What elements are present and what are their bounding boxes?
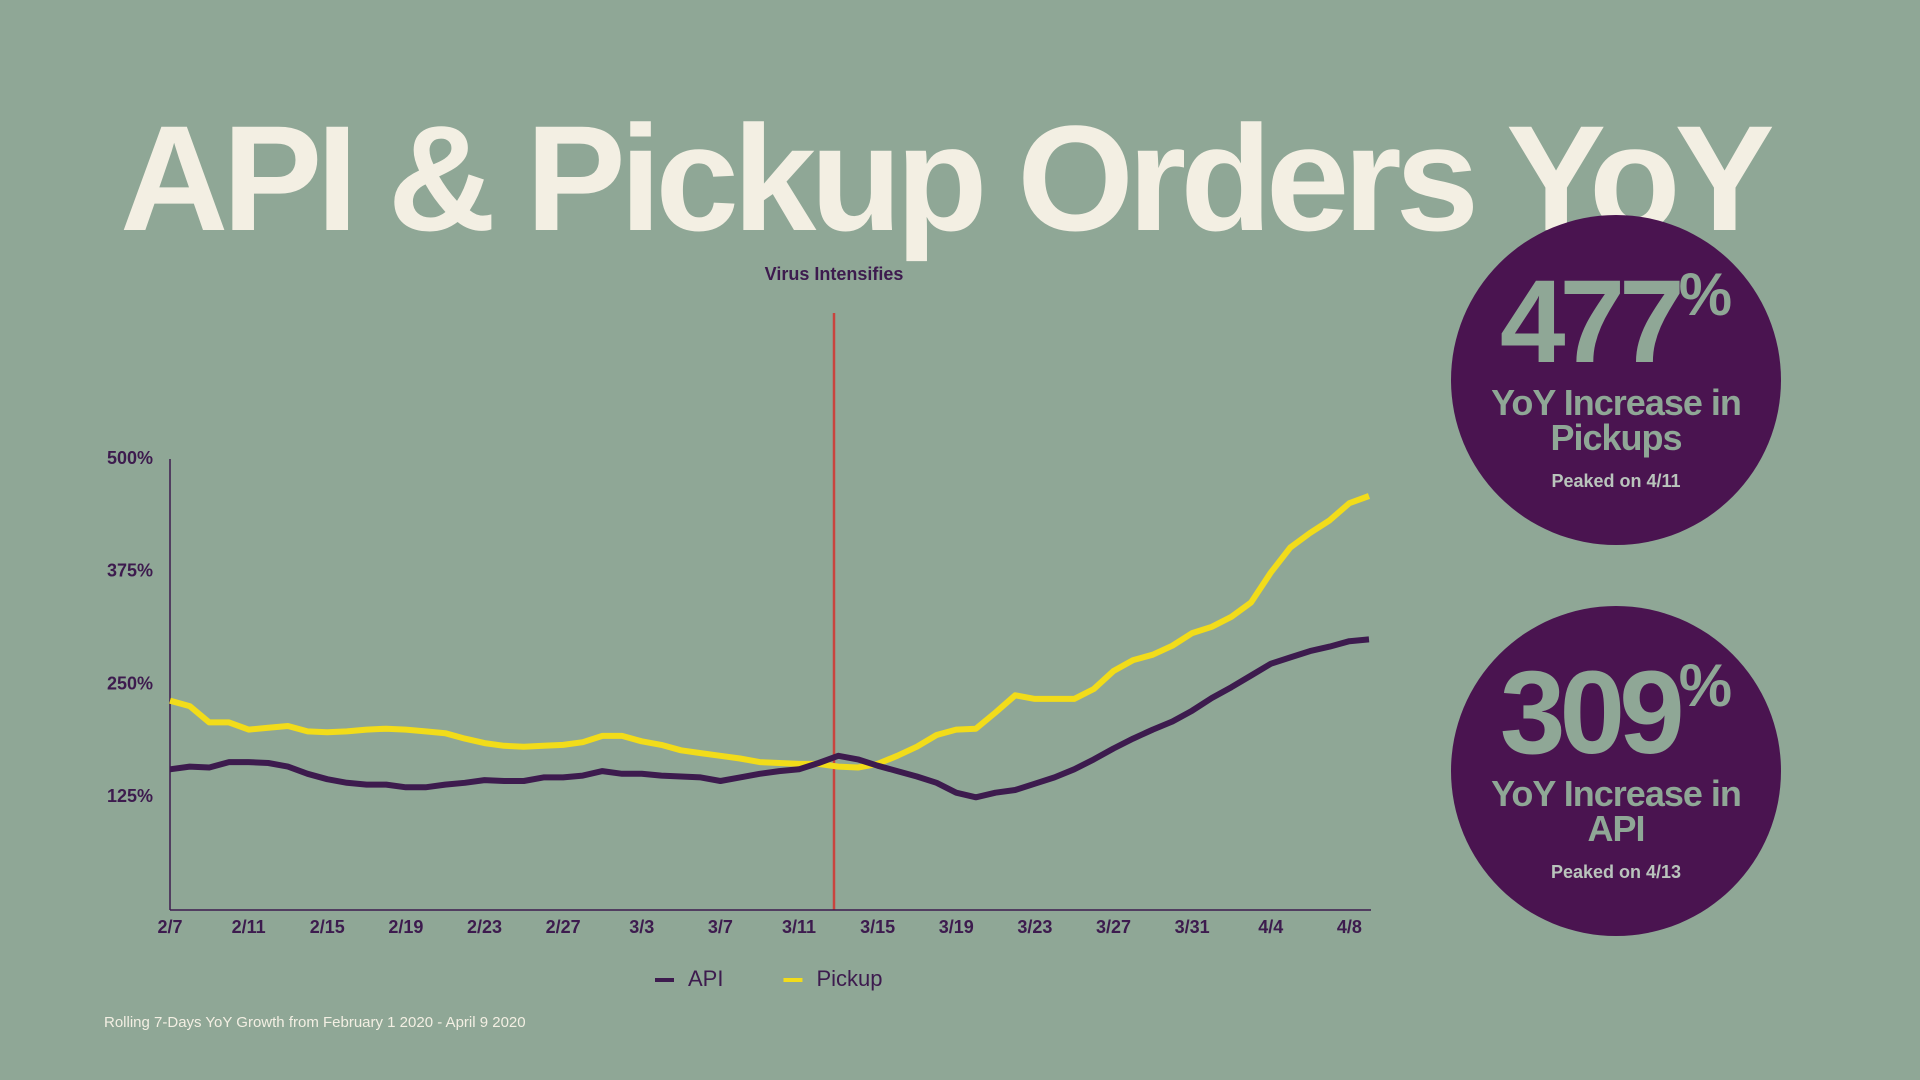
y-tick-label: 500% xyxy=(107,448,153,468)
x-tick-label: 2/27 xyxy=(546,917,581,937)
x-tick-label: 2/7 xyxy=(157,917,182,937)
x-tick-label: 3/15 xyxy=(860,917,895,937)
stat-note: Peaked on 4/13 xyxy=(1550,862,1682,882)
stat-number: 309 xyxy=(1499,647,1685,779)
y-tick-label: 125% xyxy=(107,786,153,806)
stat-unit: % xyxy=(1678,652,1733,719)
stat-number: 477 xyxy=(1499,256,1685,388)
y-tick-label: 375% xyxy=(107,561,153,581)
x-tick-label: 4/8 xyxy=(1337,917,1362,937)
x-tick-label: 3/11 xyxy=(782,917,816,937)
stat-circle: 477% YoY Increase in Pickups Peaked on 4/1… xyxy=(1451,215,1781,545)
stat-note: Peaked on 4/11 xyxy=(1551,471,1681,491)
series-line xyxy=(169,493,1371,771)
x-tick-label: 3/31 xyxy=(1175,917,1210,937)
x-tick-label: 4/4 xyxy=(1258,917,1283,937)
x-tick-label: 3/7 xyxy=(708,917,733,937)
series-line xyxy=(169,636,1370,801)
stat-circle: 309% YoY Increase in API Peaked on 4/13 xyxy=(1451,606,1781,936)
annotation: Virus Intensifies xyxy=(765,264,904,284)
x-tick-label: 3/27 xyxy=(1096,917,1131,937)
legend-label: Pickup xyxy=(816,966,882,991)
x-tick-label: 2/15 xyxy=(310,917,345,937)
legend-label: API xyxy=(688,966,723,991)
stat-unit: % xyxy=(1678,261,1733,328)
title: API & Pickup Orders YoY xyxy=(120,94,1775,262)
footnote: Rolling 7-Days YoY Growth from February … xyxy=(104,1014,526,1031)
stat-label: YoY Increase in Pickups xyxy=(1491,382,1742,458)
x-tick-label: 2/11 xyxy=(232,917,266,937)
legend-item: API xyxy=(655,966,723,991)
x-tick-label: 3/3 xyxy=(629,917,654,937)
stat-figure: 309% xyxy=(1451,654,1781,772)
x-tick-label: 2/23 xyxy=(467,917,502,937)
x-tick-label: 3/19 xyxy=(939,917,974,937)
stat-label: YoY Increase in API xyxy=(1491,773,1742,849)
legend-item: Pickup xyxy=(783,966,883,991)
x-tick-label: 3/23 xyxy=(1017,917,1052,937)
x-tick-label: 2/19 xyxy=(388,917,423,937)
stat-figure: 477% xyxy=(1451,263,1781,381)
y-tick-label: 250% xyxy=(107,673,153,693)
